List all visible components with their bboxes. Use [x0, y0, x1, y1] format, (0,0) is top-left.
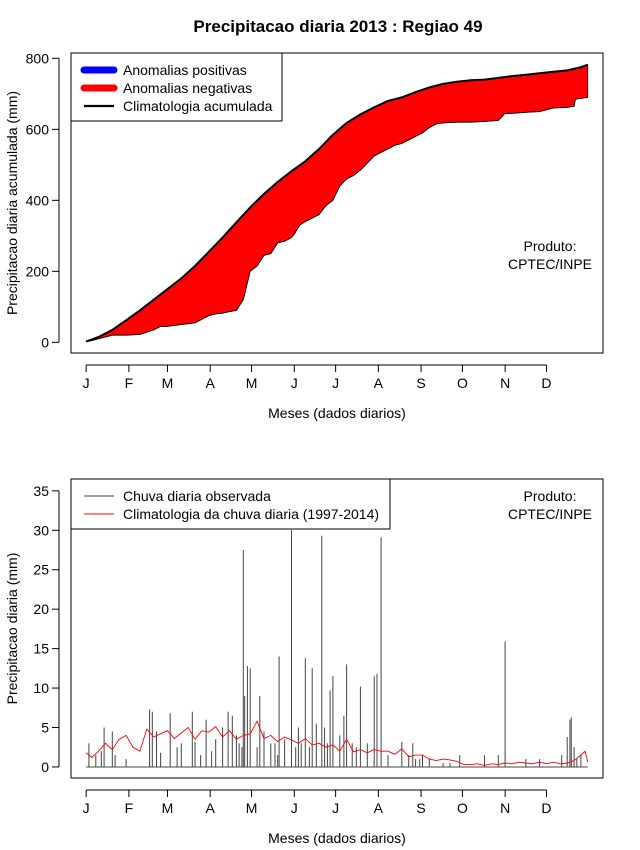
x-tick-label: D [541, 800, 551, 816]
y-tick-label: 800 [26, 50, 50, 66]
legend-entry: Chuva diaria observada [123, 488, 271, 504]
x-tick-label: A [374, 800, 384, 816]
legend-entry: Climatologia da chuva diaria (1997-2014) [123, 506, 379, 522]
x-axis-label: Meses (dados diarios) [268, 830, 406, 846]
y-tick-label: 25 [33, 562, 49, 578]
x-tick-label: M [246, 800, 258, 816]
legend-entry: Anomalias negativas [123, 80, 252, 96]
product-source: CPTEC/INPE [508, 506, 592, 522]
y-tick-label: 400 [26, 192, 50, 208]
x-tick-label: M [246, 375, 258, 391]
figure-title: Precipitacao diaria 2013 : Regiao 49 [193, 17, 482, 36]
x-tick-label: O [457, 800, 468, 816]
y-tick-label: 0 [41, 334, 49, 350]
y-tick-label: 5 [41, 720, 49, 736]
x-tick-label: S [416, 375, 425, 391]
x-tick-label: M [162, 800, 174, 816]
legend-entry: Anomalias positivas [123, 62, 247, 78]
y-tick-label: 10 [33, 680, 49, 696]
y-tick-label: 15 [33, 641, 49, 657]
x-tick-label: F [125, 800, 134, 816]
x-tick-label: N [500, 800, 510, 816]
x-tick-label: O [457, 375, 468, 391]
y-tick-label: 200 [26, 263, 50, 279]
y-tick-label: 30 [33, 522, 49, 538]
x-tick-label: F [125, 375, 134, 391]
y-tick-label: 0 [41, 759, 49, 775]
x-tick-label: J [83, 800, 90, 816]
x-tick-label: J [291, 375, 298, 391]
x-tick-label: A [206, 800, 216, 816]
daily-panel: J F M A M J J A S O N D Meses (dados diarios) 0 5 10 15 2… [4, 478, 604, 846]
x-tick-label: A [374, 375, 384, 391]
y-tick-label: 35 [33, 483, 49, 499]
plot-frame [70, 52, 604, 354]
x-axis-label: Meses (dados diarios) [268, 405, 406, 421]
legend-entry: Climatologia acumulada [123, 98, 273, 114]
y-tick-label: 600 [26, 121, 50, 137]
observed-cumulative-line [86, 97, 588, 342]
y-tick-label: 20 [33, 601, 49, 617]
x-tick-label: M [162, 375, 174, 391]
cumulative-panel: J F M A M J J A S O N D Meses (dados diarios) 0 200 400… [4, 50, 604, 421]
product-label: Produto: [524, 488, 577, 504]
x-tick-label: J [291, 800, 298, 816]
x-tick-label: N [500, 375, 510, 391]
climatology-cumulative-line [85, 63, 589, 343]
daily-climatology-line [85, 720, 589, 766]
x-tick-label: D [541, 375, 551, 391]
product-source: CPTEC/INPE [508, 256, 592, 272]
x-tick-label: J [332, 375, 339, 391]
x-tick-label: S [416, 800, 425, 816]
product-label: Produto: [524, 238, 577, 254]
x-tick-label: J [83, 375, 90, 391]
x-tick-label: J [332, 800, 339, 816]
y-axis-label: Precipitacao diaria (mm) [4, 553, 20, 705]
legend-box [70, 478, 391, 530]
y-axis-label: Precipitacao diaria acumulada (mm) [4, 91, 20, 315]
x-tick-label: A [206, 375, 216, 391]
